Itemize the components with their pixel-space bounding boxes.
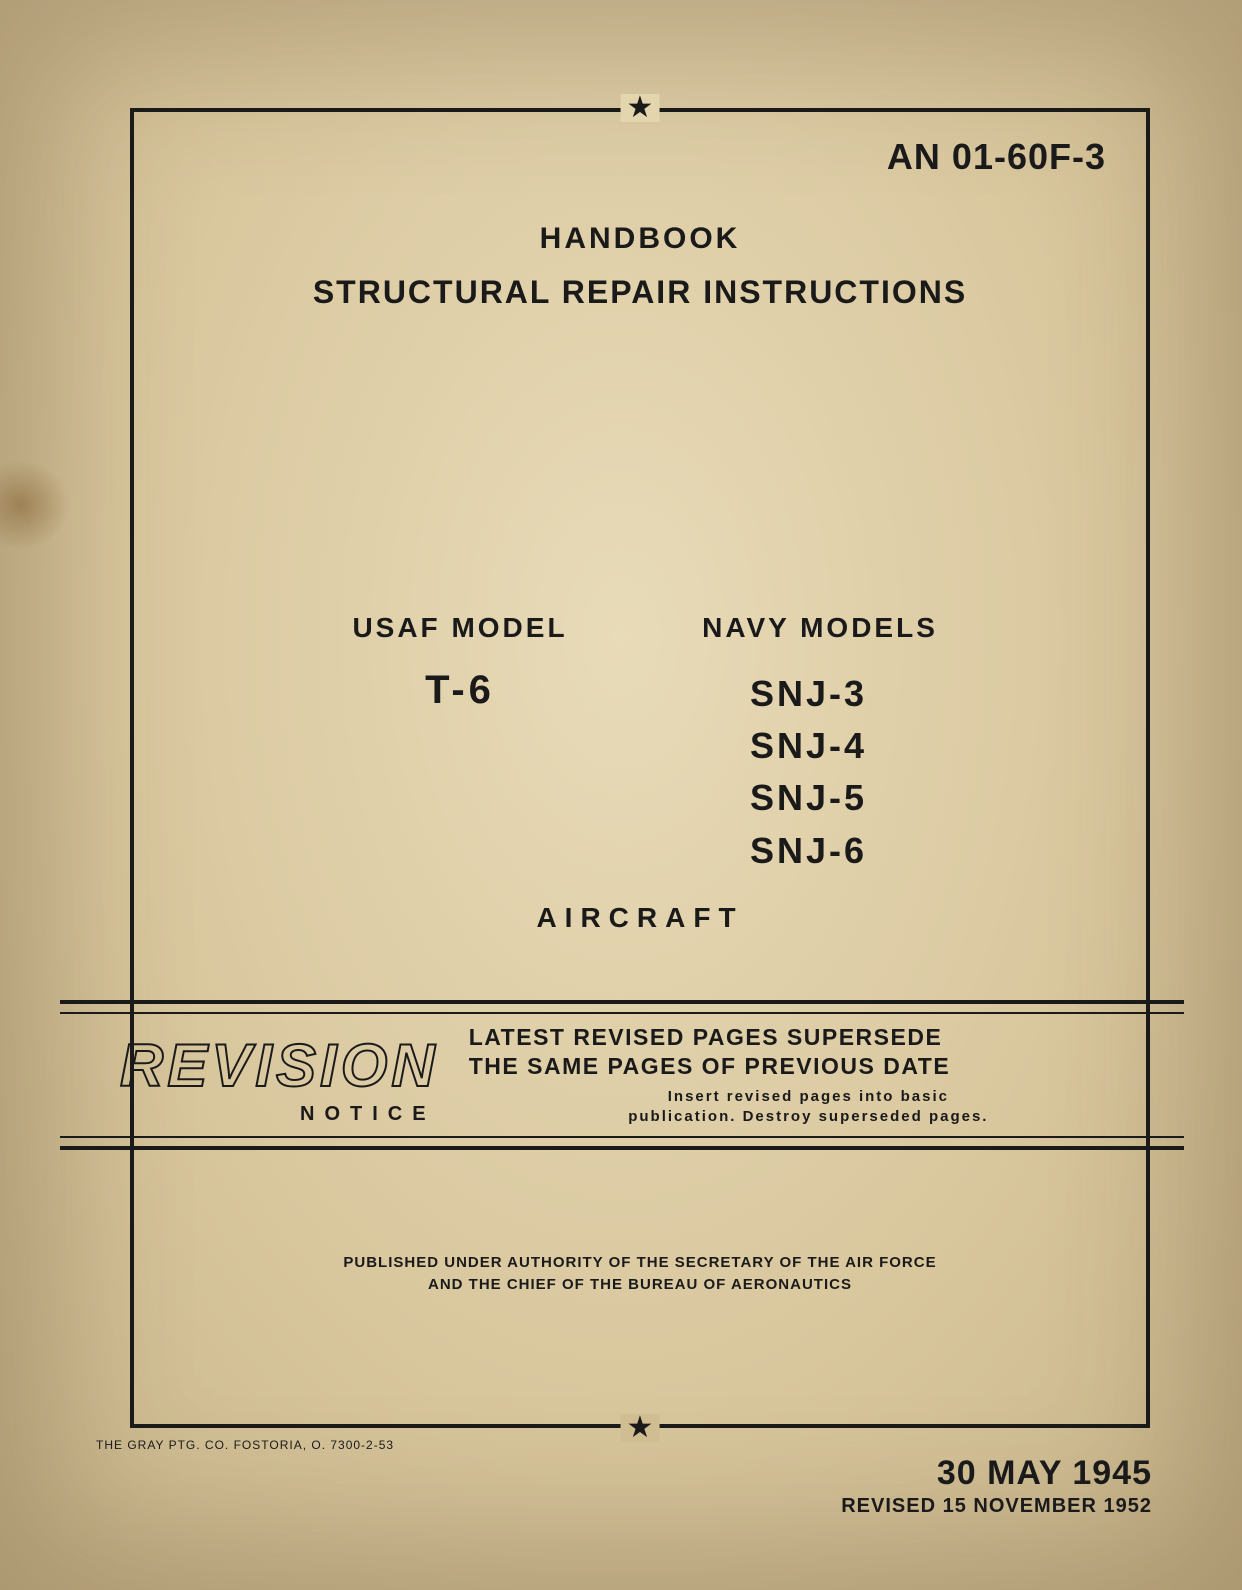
revision-notice-label: NOTICE (300, 1103, 436, 1126)
navy-label: NAVY MODELS (640, 612, 1000, 644)
equipment-label: AIRCRAFT (134, 902, 1146, 934)
navy-model-item: SNJ-6 (750, 825, 1000, 877)
authority-line: AND THE CHIEF OF THE BUREAU OF AERONAUTI… (134, 1274, 1146, 1296)
models-block: USAF MODEL T-6 NAVY MODELS SNJ-3 SNJ-4 S… (134, 612, 1146, 877)
revision-subtext: Insert revised pages into basic publicat… (469, 1087, 1148, 1128)
revision-sub-line: Insert revised pages into basic (668, 1088, 949, 1105)
usaf-label: USAF MODEL (280, 612, 640, 644)
printer-credit: THE GRAY PTG. CO. FOSTORIA, O. 7300-2-53 (96, 1438, 394, 1452)
handbook-subtitle: STRUCTURAL REPAIR INSTRUCTIONS (134, 274, 1146, 311)
usaf-model: T-6 (280, 668, 640, 713)
revision-date: REVISED 15 NOVEMBER 1952 (841, 1495, 1152, 1518)
navy-model-item: SNJ-5 (750, 772, 1000, 824)
authority-statement: PUBLISHED UNDER AUTHORITY OF THE SECRETA… (134, 1252, 1146, 1296)
content-frame: ★ ★ AN 01-60F-3 HANDBOOK STRUCTURAL REPA… (130, 108, 1150, 1428)
document-number: AN 01-60F-3 (887, 136, 1106, 178)
page: ★ ★ AN 01-60F-3 HANDBOOK STRUCTURAL REPA… (0, 0, 1242, 1590)
dates-block: 30 MAY 1945 REVISED 15 NOVEMBER 1952 (841, 1454, 1152, 1518)
star-icon: ★ (621, 94, 660, 122)
revision-heading: LATEST REVISED PAGES SUPERSEDE (469, 1023, 1148, 1052)
handbook-title: HANDBOOK (134, 222, 1146, 256)
revision-sub-line: publication. Destroy superseded pages. (628, 1108, 988, 1125)
usaf-column: USAF MODEL T-6 (280, 612, 640, 877)
revision-word: REVISION (120, 1031, 439, 1100)
paper-stain (0, 460, 70, 550)
title-block: HANDBOOK STRUCTURAL REPAIR INSTRUCTIONS (134, 222, 1146, 311)
issue-date: 30 MAY 1945 (841, 1454, 1152, 1493)
revision-text-block: LATEST REVISED PAGES SUPERSEDE THE SAME … (469, 1023, 1148, 1127)
navy-model-item: SNJ-4 (750, 720, 1000, 772)
authority-line: PUBLISHED UNDER AUTHORITY OF THE SECRETA… (134, 1252, 1146, 1274)
revision-banner: REVISION NOTICE LATEST REVISED PAGES SUP… (60, 1000, 1184, 1150)
star-icon: ★ (621, 1414, 660, 1442)
revision-heading: THE SAME PAGES OF PREVIOUS DATE (469, 1052, 1148, 1081)
navy-column: NAVY MODELS SNJ-3 SNJ-4 SNJ-5 SNJ-6 (640, 612, 1000, 877)
navy-model-list: SNJ-3 SNJ-4 SNJ-5 SNJ-6 (640, 668, 1000, 877)
navy-model-item: SNJ-3 (750, 668, 1000, 720)
